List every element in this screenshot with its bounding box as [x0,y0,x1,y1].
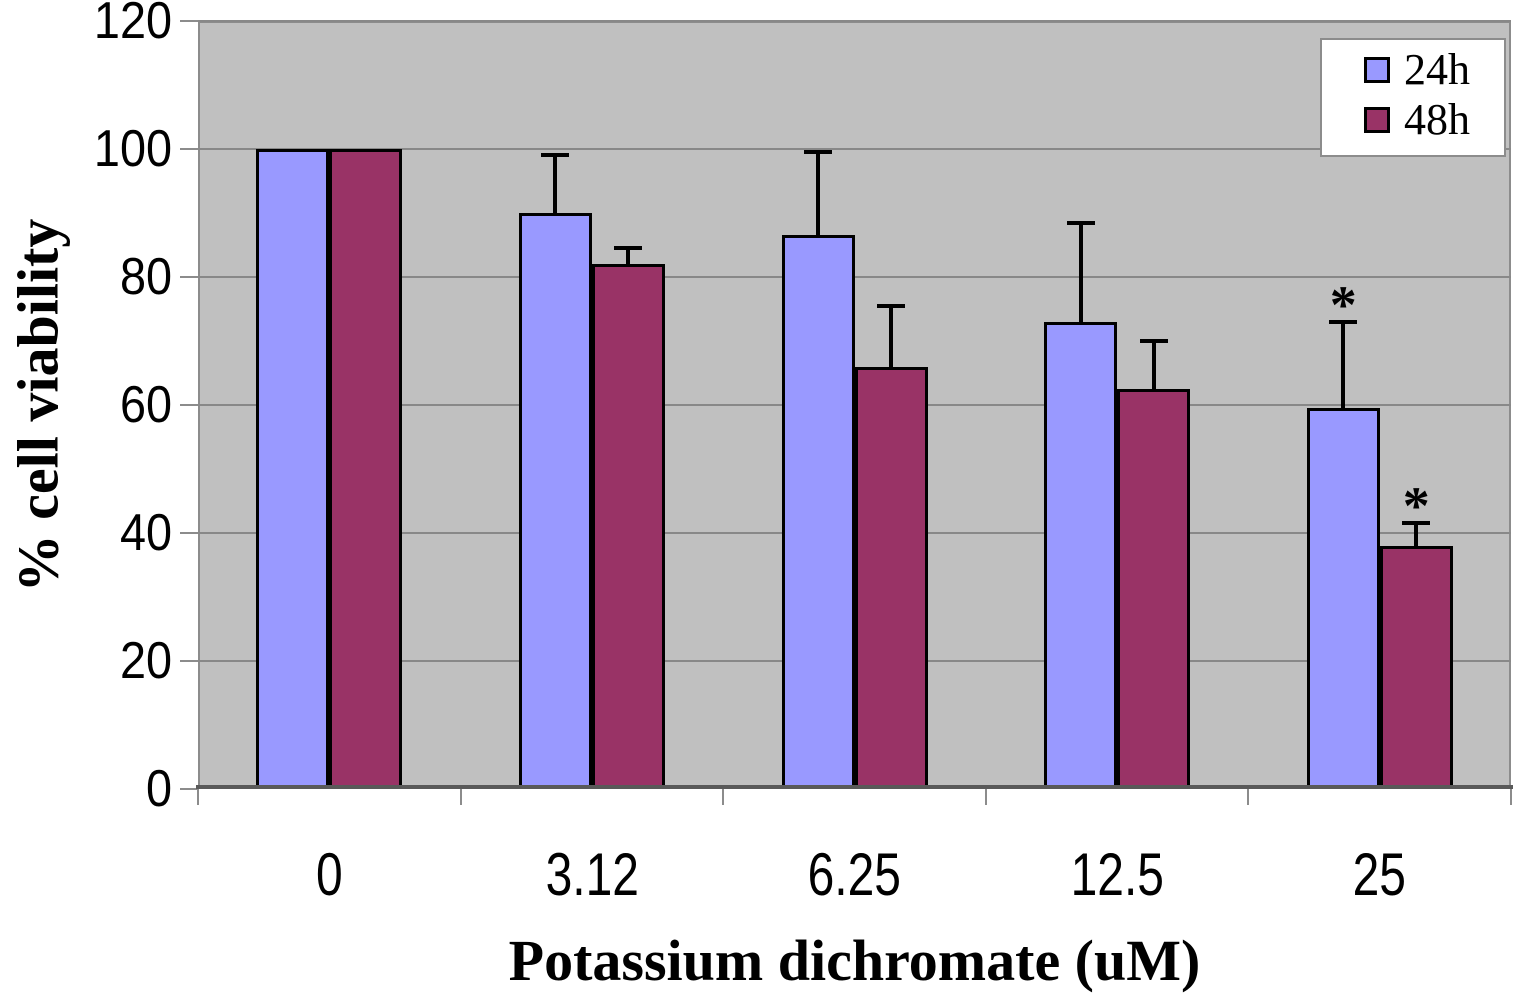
significance-asterisk-24h-25: * [1329,274,1357,335]
error-bar-stem-48h-12.5 [1151,341,1156,389]
bar-24h-0 [256,149,330,789]
error-bar-cap-24h-3.12 [541,153,570,158]
y-tick-label-60: 60 [119,376,172,434]
legend-item-24h: 24h [1322,45,1504,95]
bar-48h-25 [1379,545,1453,789]
error-bar-cap-48h-3.12 [614,246,643,251]
legend-item-48h: 48h [1322,95,1504,145]
error-bar-cap-48h-25 [1402,521,1431,526]
x-axis-tick-5 [1510,789,1512,805]
y-tick-label-80: 80 [119,248,172,306]
y-axis-tick-20 [180,660,198,662]
x-axis-tick-2 [722,789,725,805]
x-tick-label-12.5: 12.5 [1070,841,1164,908]
gridline-80 [198,276,1511,278]
y-tick-label-0: 0 [145,760,172,818]
bar-48h-6.25 [854,366,928,789]
legend-label-48h: 48h [1404,95,1470,144]
error-bar-stem-24h-12.5 [1078,222,1083,322]
x-axis-title: Potassium dichromate (uM) [508,928,1201,993]
x-tick-label-25: 25 [1352,841,1407,908]
significance-asterisk-48h-25: * [1402,476,1430,537]
y-axis-tick-120 [180,20,198,22]
x-tick-label-0: 0 [315,841,343,908]
bar-48h-3.12 [591,264,665,789]
x-axis-tick-3 [984,789,987,805]
error-bar-cap-24h-12.5 [1066,220,1095,225]
legend-swatch-48h [1364,107,1390,133]
error-bar-cap-24h-25 [1329,319,1358,324]
gridline-120 [198,20,1511,22]
y-tick-label-120: 120 [93,0,172,50]
legend-swatch-24h [1364,57,1390,83]
y-axis-tick-100 [180,148,198,150]
error-bar-cap-48h-6.25 [877,303,905,308]
x-tick-label-6.25: 6.25 [807,841,902,908]
gridline-100 [198,148,1511,150]
bar-48h-12.5 [1117,389,1191,789]
bar-24h-25 [1306,408,1380,789]
error-bar-stem-48h-25 [1414,523,1419,546]
bar-24h-3.12 [518,213,592,789]
x-tick-label-3.12: 3.12 [545,841,639,908]
error-bar-stem-48h-3.12 [626,248,631,265]
x-axis-tick-1 [459,789,462,805]
y-tick-label-20: 20 [119,632,172,690]
x-axis-tick-4 [1247,789,1250,805]
y-axis-tick-0 [180,788,198,790]
error-bar-stem-24h-6.25 [816,152,820,236]
error-bar-cap-48h-12.5 [1139,339,1168,343]
error-bar-stem-24h-25 [1341,321,1346,409]
y-axis-tick-40 [180,532,198,534]
bar-48h-0 [329,149,403,789]
y-axis-tick-80 [180,276,198,278]
y-tick-label-100: 100 [93,120,172,178]
x-axis-tick-0 [197,789,199,805]
legend: 24h 48h [1320,38,1506,157]
y-tick-label-40: 40 [119,504,172,562]
error-bar-stem-24h-3.12 [553,155,558,213]
bar-24h-6.25 [781,235,855,789]
y-axis-tick-60 [180,404,198,406]
error-bar-cap-24h-6.25 [804,150,832,155]
error-bar-stem-48h-6.25 [889,305,893,367]
x-axis-line [196,785,1513,789]
legend-label-24h: 24h [1404,45,1470,94]
bar-24h-12.5 [1044,321,1118,789]
